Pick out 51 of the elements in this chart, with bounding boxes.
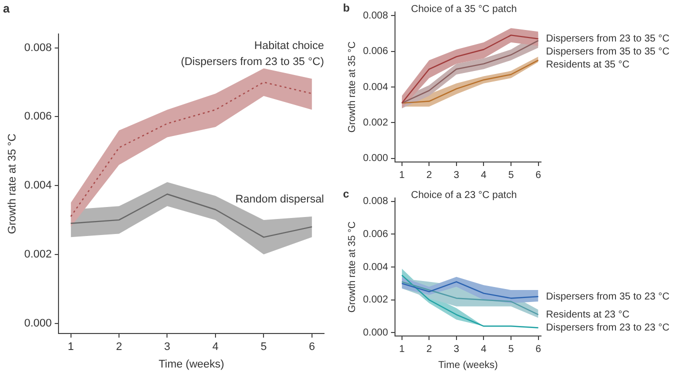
series-label: Dispersers from 23 to 35 °C xyxy=(546,34,670,45)
x-tick-label: 1 xyxy=(399,344,406,355)
y-tick-label: 0.004 xyxy=(24,180,52,192)
y-tick-label: 0.000 xyxy=(362,153,388,164)
series-label: Dispersers from 35 to 23 °C xyxy=(546,291,670,302)
x-tick-label: 6 xyxy=(535,344,542,355)
y-axis-title: Growth rate at 35 °C xyxy=(346,221,358,313)
y-tick-label: 0.008 xyxy=(362,10,388,22)
x-axis-title: Time (weeks) xyxy=(158,358,224,370)
chart-title: Choice of a 35 °C patch xyxy=(411,4,517,15)
x-tick-label: 3 xyxy=(454,344,460,355)
y-axis-title: Growth rate at 35 °C xyxy=(346,41,358,133)
x-axis-title: Time (weeks) xyxy=(438,360,498,371)
x-tick-label: 6 xyxy=(308,341,316,354)
y-tick-label: 0.004 xyxy=(362,82,388,93)
x-tick-label: 2 xyxy=(426,170,432,181)
x-tick-label: 6 xyxy=(535,170,542,181)
x-tick-label: 4 xyxy=(212,341,219,354)
x-tick-label: 5 xyxy=(260,341,267,354)
series-label: Residents at 23 °C xyxy=(546,309,630,320)
x-tick-label: 2 xyxy=(426,344,432,355)
y-tick-label: 0.002 xyxy=(24,248,52,260)
x-tick-label: 3 xyxy=(454,170,460,181)
y-tick-label: 0.002 xyxy=(362,294,388,306)
series-label: Residents at 35 °C xyxy=(546,60,630,71)
y-tick-label: 0.006 xyxy=(362,46,388,58)
y-tick-label: 0.002 xyxy=(362,117,388,128)
x-tick-label: 2 xyxy=(116,341,122,354)
text: Habitat choice (Dispersers from 23 to 35 °C) xyxy=(180,40,324,68)
text: a xyxy=(3,1,10,16)
x-tick-label: 3 xyxy=(164,341,170,354)
series-label: Random dispersal xyxy=(235,194,324,206)
x-tick-label: 5 xyxy=(508,170,514,181)
chart-title: Choice of a 23 °C patch xyxy=(411,190,517,201)
y-tick-label: 0.000 xyxy=(362,327,388,338)
x-tick-label: 4 xyxy=(480,170,487,181)
y-tick-label: 0.000 xyxy=(24,317,52,330)
x-tick-label: 1 xyxy=(399,170,406,181)
x-tick-label: 1 xyxy=(68,341,74,354)
x-tick-label: 5 xyxy=(508,344,514,355)
y-tick-label: 0.006 xyxy=(362,228,388,240)
y-tick-label: 0.008 xyxy=(362,196,388,208)
text: c xyxy=(343,188,350,201)
x-tick-label: 4 xyxy=(480,344,487,355)
series-label: Dispersers from 35 to 35 °C xyxy=(546,46,670,58)
series-label: Dispersers from 23 to 23 °C xyxy=(546,322,670,334)
y-axis-title: Growth rate at 35 °C xyxy=(6,134,19,234)
y-tick-label: 0.004 xyxy=(362,262,388,273)
y-tick-label: 0.006 xyxy=(24,110,52,123)
y-tick-label: 0.008 xyxy=(24,42,52,54)
text: b xyxy=(343,2,350,15)
